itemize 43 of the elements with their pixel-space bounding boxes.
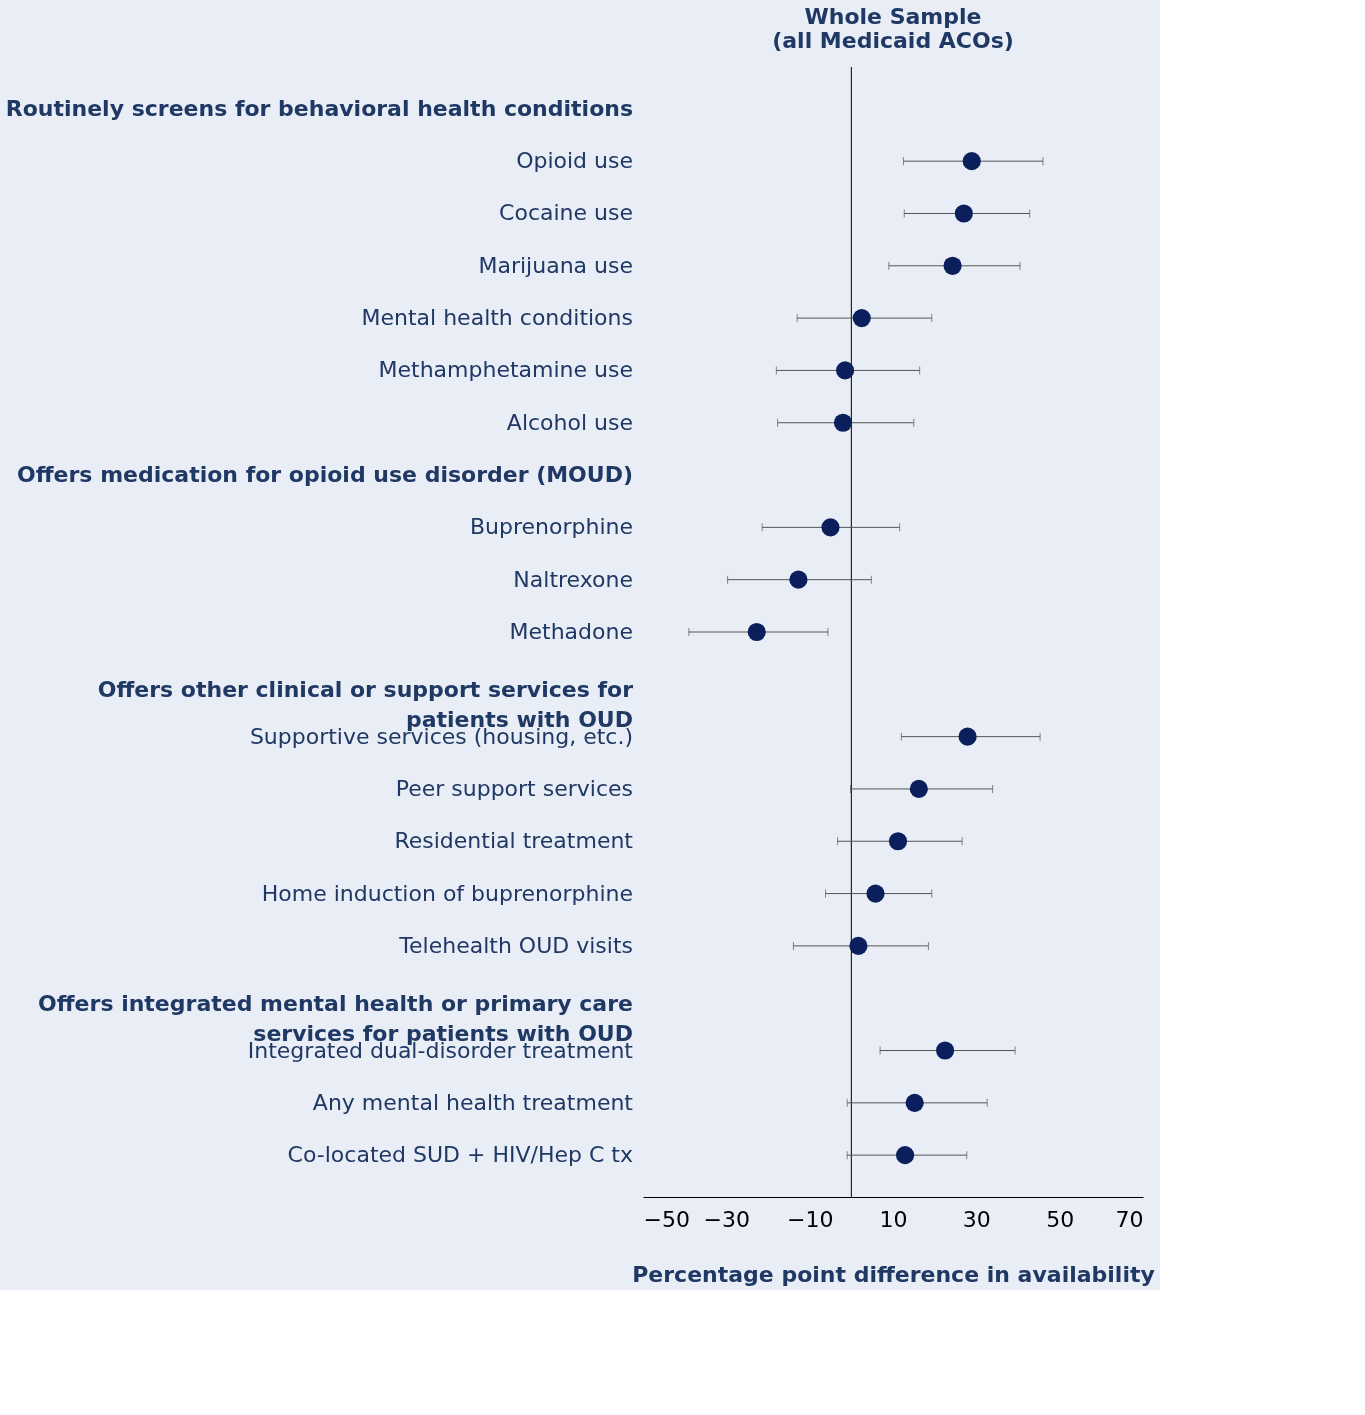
y-tick-label: Naltrexone (513, 566, 633, 592)
y-tick-label: Alcohol use (506, 409, 633, 435)
y-tick-label: Home induction of buprenorphine (261, 880, 633, 906)
point (936, 1041, 955, 1060)
x-tick-label: 50 (1046, 1206, 1075, 1232)
point (849, 936, 868, 955)
x-axis-title: Percentage point difference in availability (632, 1261, 1155, 1287)
y-tick-label: Offers medication for opioid use disorder (MOUD) (17, 462, 633, 488)
point (962, 152, 981, 171)
point (833, 413, 853, 432)
y-tick-label: Cocaine use (499, 200, 633, 226)
y-tick-label: Opioid use (516, 148, 633, 174)
x-tick-label: 30 (962, 1206, 991, 1232)
point (888, 832, 908, 851)
y-tick-label: Telehealth OUD visits (398, 932, 633, 958)
x-tick-label: −10 (786, 1206, 834, 1232)
x-tick-label: 10 (879, 1206, 908, 1232)
y-tick-label: Any mental health treatment (312, 1089, 634, 1115)
point (958, 727, 977, 746)
x-tick-label: −50 (643, 1206, 690, 1232)
point (866, 884, 885, 903)
point (896, 1146, 915, 1165)
y-tick-label: Buprenorphine (469, 514, 633, 540)
y-tick-label: Marijuana use (478, 252, 633, 278)
point (789, 570, 808, 589)
point (954, 204, 973, 223)
point (905, 1093, 924, 1112)
point (747, 622, 766, 642)
point (909, 779, 928, 799)
y-tick-label: Routinely screens for behavioral health conditions (5, 95, 633, 121)
y-tick-label: Methamphetamine use (378, 357, 633, 383)
chart-title: Whole Sample (all Medicaid ACOs) (772, 3, 1014, 53)
y-tick-label: Methadone (509, 619, 633, 644)
y-tick-label: Residential treatment (394, 828, 634, 854)
point (943, 256, 962, 275)
x-tick-label: −30 (703, 1206, 751, 1232)
y-tick-label: Mental health conditions (361, 305, 633, 331)
point (852, 309, 871, 328)
y-tick-label: Peer support services (395, 775, 633, 801)
y-tick-label: Co-located SUD + HIV/Hep C tx (287, 1142, 633, 1168)
point (821, 518, 840, 537)
point (836, 361, 855, 380)
x-tick-label: 70 (1115, 1206, 1144, 1232)
